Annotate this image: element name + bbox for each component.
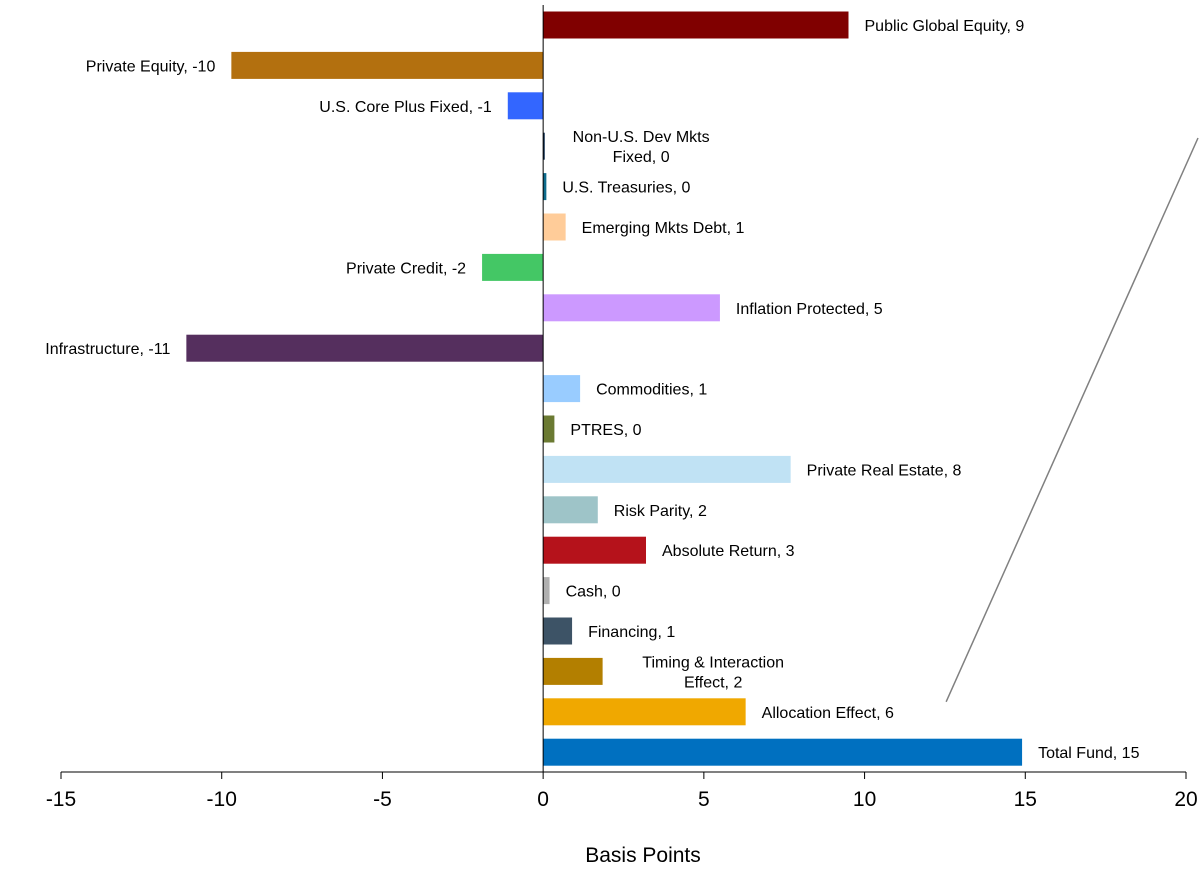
bar-label-3-line-0: Non-U.S. Dev Mkts [573, 129, 710, 146]
bar-label-13: Absolute Return, 3 [662, 543, 795, 560]
bar-label-12: Risk Parity, 2 [614, 503, 707, 520]
bar-label-9: Commodities, 1 [596, 382, 707, 399]
bar-label-17-line-0: Allocation Effect, 6 [762, 705, 894, 722]
bar-label-17: Allocation Effect, 6 [762, 705, 894, 722]
bar-label-6: Private Credit, -2 [346, 260, 466, 277]
bar-label-5-line-0: Emerging Mkts Debt, 1 [582, 220, 745, 237]
bar-15 [543, 617, 573, 645]
bar-label-4: U.S. Treasuries, 0 [562, 180, 690, 197]
bar-labels-group: Public Global Equity, 9 Private Equity, -… [45, 18, 1139, 762]
bar-7 [543, 294, 720, 322]
x-tick-label-6: 15 [1014, 788, 1037, 811]
bar-label-16-line-1: Effect, 2 [684, 674, 743, 691]
bar-label-4-line-0: U.S. Treasuries, 0 [562, 180, 690, 197]
bar-label-7-line-0: Inflation Protected, 5 [736, 301, 883, 318]
bar-label-0-line-0: Public Global Equity, 9 [865, 18, 1025, 35]
bar-1 [231, 51, 544, 79]
bar-18 [543, 738, 1023, 766]
bar-5 [543, 213, 566, 241]
bar-4 [543, 173, 547, 201]
bar-14 [543, 577, 550, 605]
bar-label-0: Public Global Equity, 9 [865, 18, 1025, 35]
bar-9 [543, 375, 581, 403]
bar-11 [543, 455, 791, 483]
bar-label-6-line-0: Private Credit, -2 [346, 260, 466, 277]
x-tick-label-0: -15 [46, 788, 76, 811]
bar-label-1-line-0: Private Equity, -10 [86, 58, 216, 75]
bar-label-14: Cash, 0 [566, 584, 621, 601]
bar-label-2-line-0: U.S. Core Plus Fixed, -1 [319, 99, 492, 116]
x-tick-label-4: 5 [698, 788, 710, 811]
bar-label-12-line-0: Risk Parity, 2 [614, 503, 707, 520]
bar-label-3-line-1: Fixed, 0 [613, 149, 670, 166]
bar-label-13-line-0: Absolute Return, 3 [662, 543, 795, 560]
bar-label-10: PTRES, 0 [570, 422, 641, 439]
bar-3 [543, 132, 545, 160]
bar-label-14-line-0: Cash, 0 [566, 584, 621, 601]
bar-label-18: Total Fund, 15 [1038, 745, 1140, 762]
bars-group [186, 11, 1023, 766]
bar-label-3: Non-U.S. Dev Mkts Fixed, 0 [573, 129, 710, 166]
bar-label-15: Financing, 1 [588, 624, 675, 641]
bar-13 [543, 536, 646, 564]
bar-16 [543, 657, 603, 685]
x-tick-label-5: 10 [853, 788, 876, 811]
bar-8 [186, 334, 544, 362]
axes-group: -15 -10 -5 0 5 10 15 20 [46, 5, 1199, 811]
bar-6 [482, 253, 544, 281]
bar-label-5: Emerging Mkts Debt, 1 [582, 220, 745, 237]
bar-label-11: Private Real Estate, 8 [807, 462, 962, 479]
bar-2 [507, 92, 544, 120]
bar-0 [543, 11, 849, 39]
callout-connector-line [945, 137, 1199, 703]
x-tick-label-3: 0 [537, 788, 549, 811]
bar-label-8-line-0: Infrastructure, -11 [45, 341, 170, 358]
bar-label-11-line-0: Private Real Estate, 8 [807, 462, 962, 479]
bar-label-1: Private Equity, -10 [86, 58, 216, 75]
bar-label-10-line-0: PTRES, 0 [570, 422, 641, 439]
bar-label-15-line-0: Financing, 1 [588, 624, 675, 641]
bar-label-7: Inflation Protected, 5 [736, 301, 883, 318]
bar-17 [543, 698, 746, 726]
x-axis-title: Basis Points [585, 844, 701, 867]
bar-10 [543, 415, 555, 443]
x-tick-label-1: -10 [207, 788, 237, 811]
bar-label-16-line-0: Timing & Interaction [642, 654, 784, 671]
x-tick-label-7: 20 [1174, 788, 1197, 811]
bar-label-2: U.S. Core Plus Fixed, -1 [319, 99, 492, 116]
bar-12 [543, 496, 598, 524]
bar-label-18-line-0: Total Fund, 15 [1038, 745, 1140, 762]
bar-label-9-line-0: Commodities, 1 [596, 382, 707, 399]
x-tick-label-2: -5 [373, 788, 392, 811]
bar-label-8: Infrastructure, -11 [45, 341, 170, 358]
bar-label-16: Timing & Interaction Effect, 2 [642, 654, 784, 691]
